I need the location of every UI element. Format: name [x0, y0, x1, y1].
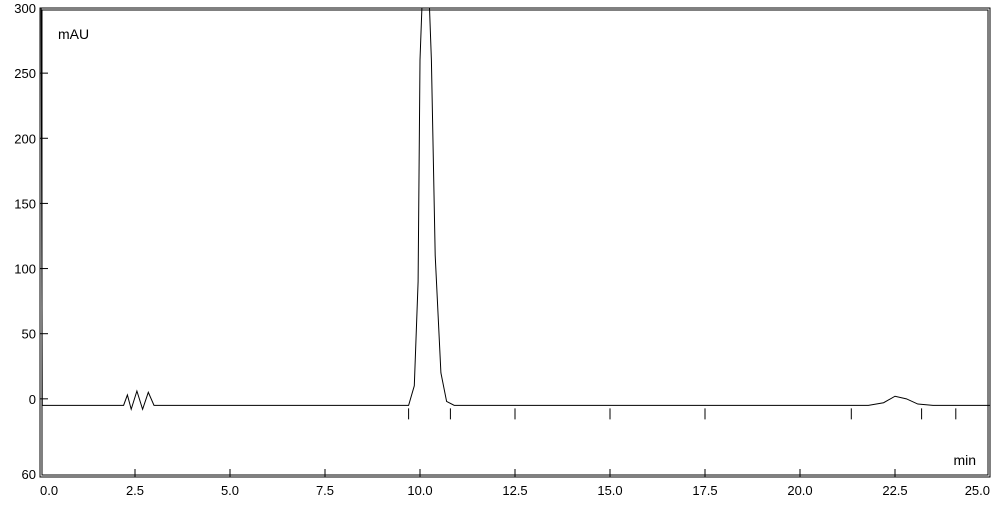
y-tick-label: 50	[22, 327, 36, 342]
y-tick-label: 300	[14, 1, 36, 16]
x-tick-label: 10.0	[407, 483, 432, 498]
plot-border	[40, 8, 990, 477]
x-tick-label: 0.0	[40, 483, 58, 498]
y-tick-label: 150	[14, 196, 36, 211]
chromatogram-chart: 0 50 100 150 200 250 300 60 0.0 2.5 5.0 7.5 10.0 12.5…	[0, 0, 1000, 507]
x-tick-label: 25.0	[965, 483, 990, 498]
y-tick-label: 250	[14, 66, 36, 81]
x-tick-label: 2.5	[126, 483, 144, 498]
x-tick-label: 12.5	[502, 483, 527, 498]
y-tick-label: 200	[14, 131, 36, 146]
x-axis-label: min	[953, 452, 976, 468]
chart-container: 0 50 100 150 200 250 300 60 0.0 2.5 5.0 7.5 10.0 12.5…	[0, 0, 1000, 507]
y-tick-label: 0	[29, 392, 36, 407]
x-tick-label: 5.0	[221, 483, 239, 498]
chromatogram-trace	[40, 8, 990, 409]
x-tick-label: 7.5	[316, 483, 334, 498]
x-tick-label: 17.5	[692, 483, 717, 498]
y-axis-label: mAU	[58, 26, 89, 42]
x-tick-label: 20.0	[787, 483, 812, 498]
x-tick-label: 15.0	[597, 483, 622, 498]
y-bottom-label: 60	[22, 467, 36, 482]
y-tick-label: 100	[14, 262, 36, 277]
x-tick-label: 22.5	[882, 483, 907, 498]
